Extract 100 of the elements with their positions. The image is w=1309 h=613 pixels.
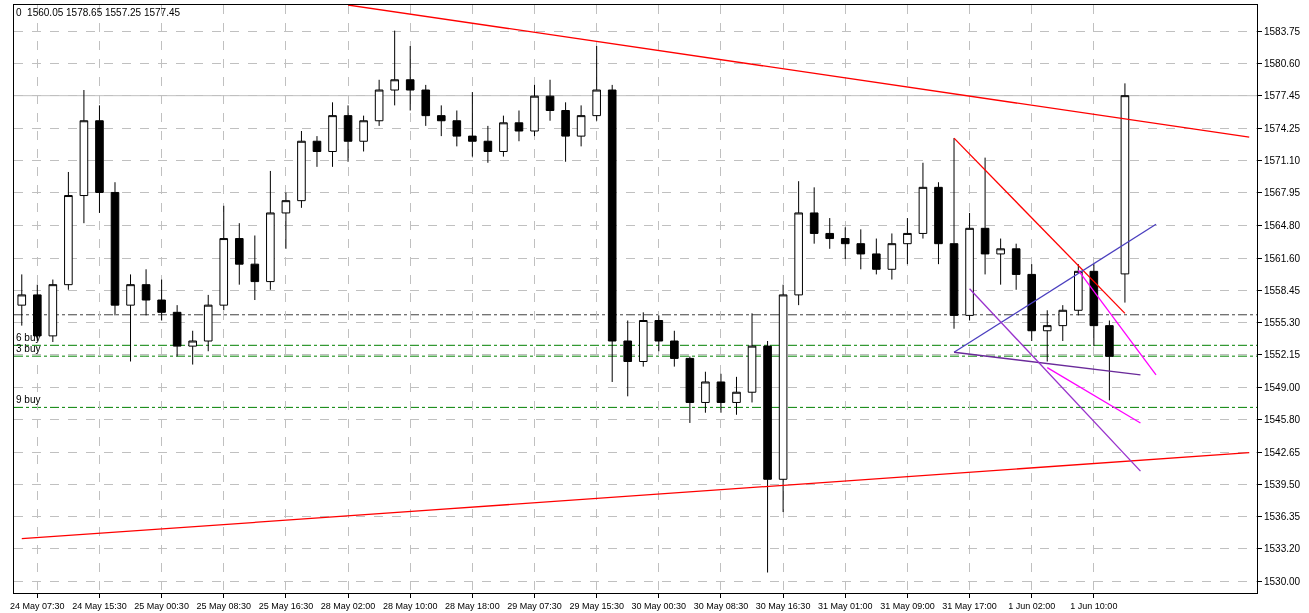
candlestick: [530, 84, 539, 137]
candlestick: [840, 226, 850, 260]
candlestick: [825, 217, 835, 250]
candlestick: [545, 79, 555, 122]
candlestick: [234, 222, 244, 286]
y-tick-label: 1549.00: [1264, 381, 1301, 393]
x-tick-label: 31 May 09:00: [880, 600, 935, 611]
y-tick-label: 1555.30: [1264, 317, 1301, 329]
x-tick-label: 28 May 02:00: [320, 600, 376, 611]
candlestick: [1089, 263, 1099, 347]
y-tick-label: 1530.00: [1264, 576, 1301, 588]
candlestick: [157, 279, 166, 322]
x-tick-label: 30 May 16:30: [755, 600, 811, 611]
x-tick-label: 24 May 07:30: [10, 600, 65, 611]
candlestick: [763, 340, 772, 574]
candlestick: [1058, 304, 1068, 342]
y-tick-label: 1580.60: [1264, 57, 1301, 69]
candlestick: [592, 45, 601, 122]
x-tick-label: 25 May 08:30: [196, 600, 252, 611]
candlestick: [250, 234, 260, 301]
x-tick-label: 31 May 01:00: [817, 600, 873, 611]
candlestick: [732, 376, 741, 416]
y-tick-label: 1552.15: [1264, 349, 1301, 361]
y-tick-label: 1574.25: [1264, 122, 1301, 134]
candlestick: [809, 186, 819, 245]
y-tick-label: 1577.45: [1264, 90, 1301, 102]
candlestick: [1120, 82, 1130, 304]
annotation: 0 1560.05 1578.65 1557.25 1577.45: [16, 7, 181, 18]
candlestick: [856, 228, 866, 270]
candlestick: [514, 110, 524, 142]
y-tick-label: 1536.35: [1264, 511, 1301, 523]
candlestick: [747, 312, 757, 403]
candlestick: [1042, 309, 1052, 362]
candlestick: [794, 180, 803, 306]
candlestick: [266, 170, 275, 291]
x-tick-label: 1 Jun 02:00: [1008, 600, 1056, 611]
candlestick: [405, 45, 415, 112]
candlestick: [483, 125, 493, 164]
y-tick-label: 1545.80: [1264, 414, 1301, 426]
ref-line-label: 3 buy: [16, 343, 41, 354]
candlestick: [374, 79, 384, 127]
candlestick: [343, 104, 353, 163]
candlestick: [297, 130, 306, 209]
candlestick: [359, 115, 368, 152]
candlestick: [188, 330, 197, 366]
candlestick: [716, 373, 726, 414]
y-tick-label: 1583.75: [1264, 25, 1301, 37]
candlestick: [468, 91, 477, 158]
candlestick: [918, 162, 928, 240]
candlestick: [623, 320, 633, 397]
y-tick-label: 1542.65: [1264, 446, 1301, 458]
candlestick: [996, 238, 1005, 286]
candlestick: [95, 104, 104, 214]
ref-line-label: 9 buy: [16, 394, 41, 405]
candlestick: [887, 232, 897, 281]
candlestick: [64, 171, 73, 291]
x-tick-label: 29 May 07:30: [507, 600, 562, 611]
candlestick: [701, 371, 710, 414]
x-tick-label: 1 Jun 10:00: [1070, 600, 1118, 611]
candlestick: [499, 115, 508, 158]
y-tick-label: 1533.20: [1264, 543, 1301, 555]
candlestick: [452, 110, 462, 147]
candlestick: [872, 238, 881, 275]
x-tick-label: 28 May 18:00: [445, 600, 500, 611]
candlestick: [48, 279, 58, 343]
candlestick: [219, 205, 229, 311]
candlestick: [141, 268, 151, 316]
y-tick-label: 1564.80: [1264, 219, 1301, 231]
candlestick: [1027, 263, 1037, 342]
candlestick: [390, 30, 399, 106]
candlestick: [17, 273, 27, 327]
candlestick: [638, 311, 648, 368]
y-tick-label: 1558.45: [1264, 284, 1301, 296]
candlestick: [203, 294, 213, 352]
candlestick: [980, 157, 990, 275]
candlestick: [934, 181, 943, 265]
y-tick-label: 1567.95: [1264, 187, 1301, 199]
candlestick: [670, 330, 679, 368]
candlestick: [903, 217, 912, 265]
candlestick: [126, 273, 135, 362]
y-tick-label: 1539.50: [1264, 478, 1301, 490]
candlestick: [1105, 320, 1114, 401]
candlestick: [421, 84, 431, 127]
x-tick-label: 25 May 00:30: [134, 600, 189, 611]
x-tick-label: 29 May 15:30: [569, 600, 624, 611]
candlestick: [965, 212, 974, 322]
x-tick-label: 31 May 17:00: [942, 600, 997, 611]
candlestick: [685, 355, 695, 424]
candlestick: [607, 84, 617, 383]
candlestick: [654, 314, 664, 352]
candlestick: [281, 191, 291, 250]
candlestick: [1074, 263, 1083, 316]
candlestick: [576, 104, 586, 147]
candlestick: [79, 89, 89, 224]
y-tick-label: 1571.10: [1264, 155, 1301, 167]
candlestick: [561, 101, 570, 163]
x-tick-label: 28 May 10:00: [382, 600, 438, 611]
x-tick-label: 25 May 16:30: [258, 600, 314, 611]
candlestick: [436, 104, 446, 137]
x-tick-label: 30 May 08:30: [693, 600, 749, 611]
